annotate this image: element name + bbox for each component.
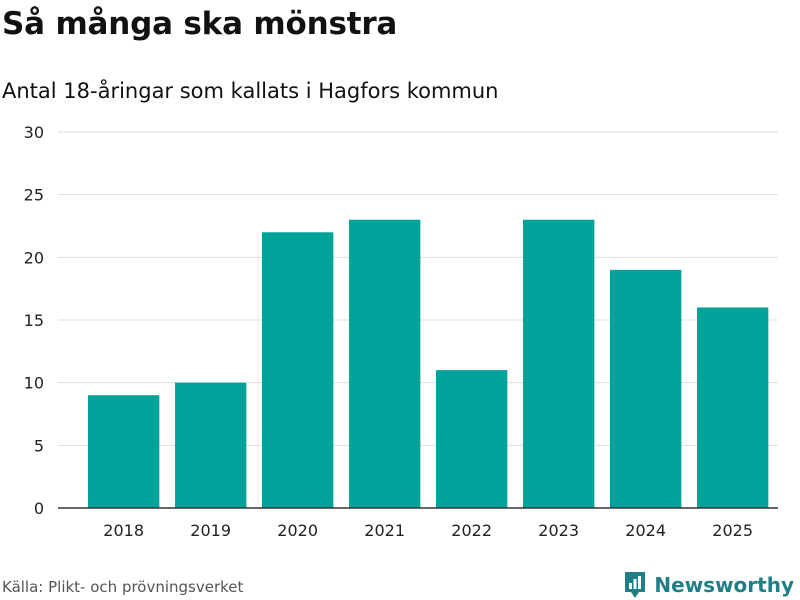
chart-subtitle: Antal 18-åringar som kallats i Hagfors k… (2, 79, 499, 103)
y-tick-label: 5 (34, 436, 44, 455)
bar (349, 219, 421, 508)
x-tick-label: 2022 (451, 521, 492, 540)
brand-name: Newsworthy (654, 573, 794, 597)
brand-logo: Newsworthy (623, 570, 794, 600)
bar (523, 219, 595, 508)
bar (175, 382, 247, 508)
y-tick-label: 25 (24, 186, 44, 205)
x-tick-label: 2023 (538, 521, 579, 540)
x-tick-label: 2021 (364, 521, 405, 540)
bar (88, 395, 160, 508)
bar (697, 307, 769, 508)
x-tick-label: 2025 (712, 521, 753, 540)
y-tick-label: 30 (24, 123, 44, 142)
bar (262, 232, 334, 508)
x-tick-label: 2018 (103, 521, 144, 540)
chart-title: Så många ska mönstra (2, 6, 398, 42)
y-tick-label: 0 (34, 499, 44, 518)
y-tick-label: 15 (24, 311, 44, 330)
x-tick-label: 2020 (277, 521, 318, 540)
newsworthy-logo-icon (625, 572, 646, 598)
y-tick-label: 10 (24, 374, 44, 393)
y-tick-label: 20 (24, 248, 44, 267)
x-tick-label: 2024 (625, 521, 666, 540)
source-note: Källa: Plikt- och prövningsverket (2, 578, 244, 596)
bar (610, 269, 682, 508)
bar (436, 370, 508, 508)
x-tick-label: 2019 (190, 521, 231, 540)
